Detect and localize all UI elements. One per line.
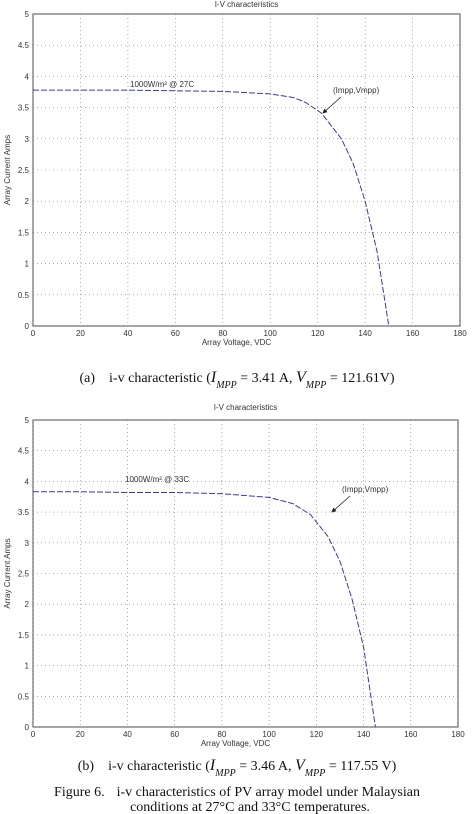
x-tick-label: 40 (123, 730, 132, 739)
x-tick-label: 0 (31, 329, 36, 338)
y-axis-label: Array Current Amps (3, 538, 12, 608)
iv-curve (33, 89, 390, 327)
caption-symbol: I (209, 757, 216, 774)
series-label: 1000W/m² @ 27C (130, 80, 194, 89)
x-tick-label: 20 (76, 730, 85, 739)
caption-text: (a) (80, 371, 96, 386)
x-tick-label: 180 (451, 730, 465, 739)
caption-subscript: MPP (304, 768, 326, 779)
y-tick-label: 0 (25, 322, 30, 331)
y-tick-label: 1.5 (18, 228, 30, 237)
caption-symbol: I (210, 369, 217, 386)
y-tick-label: 2 (25, 197, 30, 206)
y-tick-label: 4 (25, 477, 30, 486)
annotation: (Impp,Vmpp) (342, 485, 389, 494)
caption-subscript: MPP (305, 380, 327, 391)
caption: (b) i-v characteristic (IMPP = 3.46 A, VM… (78, 757, 397, 779)
y-tick-label: 4.5 (18, 41, 30, 50)
y-tick-label: 5 (25, 10, 30, 19)
figure-number: Figure 6. (54, 785, 105, 800)
y-tick-label: 1.5 (18, 631, 30, 640)
annotation-arrow (322, 96, 342, 114)
caption-symbol: V (295, 757, 307, 774)
caption-text: i-v characteristic ( (108, 759, 210, 774)
y-tick-label: 0.5 (18, 692, 30, 701)
y-tick-label: 3.5 (18, 104, 30, 113)
x-tick-label: 120 (311, 329, 325, 338)
caption-symbol: V (296, 369, 308, 386)
caption-text: = 3.46 A, (236, 759, 295, 774)
x-tick-label: 60 (171, 329, 180, 338)
annotation-arrow (331, 495, 351, 513)
x-tick-label: 20 (76, 329, 85, 338)
chart-title: I-V characteristics (215, 0, 279, 9)
x-tick-label: 140 (358, 329, 372, 338)
x-tick-label: 160 (404, 730, 418, 739)
caption-text: = 121.61V) (326, 371, 395, 386)
x-tick-label: 80 (217, 730, 226, 739)
x-tick-label: 0 (31, 730, 36, 739)
chart-title: I-V characteristics (214, 403, 278, 412)
y-tick-label: 0.5 (18, 291, 30, 300)
y-tick-label: 0 (25, 723, 30, 732)
y-tick-label: 3.5 (18, 508, 30, 517)
caption: (a) i-v characteristic (IMPP = 3.41 A, VM… (80, 369, 395, 391)
y-tick-label: 1 (25, 662, 30, 671)
x-tick-label: 100 (264, 329, 278, 338)
annotation: (Impp,Vmpp) (333, 86, 380, 95)
x-axis-label: Array Voltage, VDC (202, 338, 272, 347)
caption-text: i-v characteristic ( (109, 371, 211, 386)
y-tick-label: 3 (25, 135, 30, 144)
y-tick-label: 2.5 (18, 166, 30, 175)
caption-text: (b) (78, 759, 95, 774)
y-tick-label: 2 (25, 600, 30, 609)
y-tick-label: 3 (25, 539, 30, 548)
caption-subscript: MPP (215, 380, 237, 391)
x-tick-label: 40 (123, 329, 132, 338)
figure-caption-line: i-v characteristics of PV array model un… (117, 785, 420, 800)
x-tick-label: 80 (218, 329, 227, 338)
series-label: 1000W/m² @ 33C (125, 475, 189, 484)
x-tick-label: 100 (262, 730, 276, 739)
figure-caption-line: conditions at 27°C and 33°C temperatures… (130, 800, 370, 814)
y-tick-label: 2.5 (18, 570, 30, 579)
iv-curve (33, 491, 376, 728)
x-tick-label: 180 (453, 329, 467, 338)
x-axis-label: Array Voltage, VDC (201, 739, 271, 748)
x-tick-label: 160 (406, 329, 420, 338)
y-tick-label: 4.5 (18, 447, 30, 456)
y-tick-label: 1 (25, 260, 30, 269)
y-axis-label: Array Current Amps (3, 135, 12, 205)
caption-text: = 117.55 V) (325, 759, 396, 774)
x-tick-label: 140 (357, 730, 371, 739)
caption-subscript: MPP (214, 768, 236, 779)
y-tick-label: 5 (25, 416, 30, 425)
plot-area (32, 13, 461, 327)
x-tick-label: 60 (170, 730, 179, 739)
figure-caption: Figure 6. i-v characteristics of PV array… (54, 785, 420, 800)
y-tick-label: 4 (25, 72, 30, 81)
caption-text: = 3.41 A, (237, 371, 296, 386)
x-tick-label: 120 (310, 730, 324, 739)
